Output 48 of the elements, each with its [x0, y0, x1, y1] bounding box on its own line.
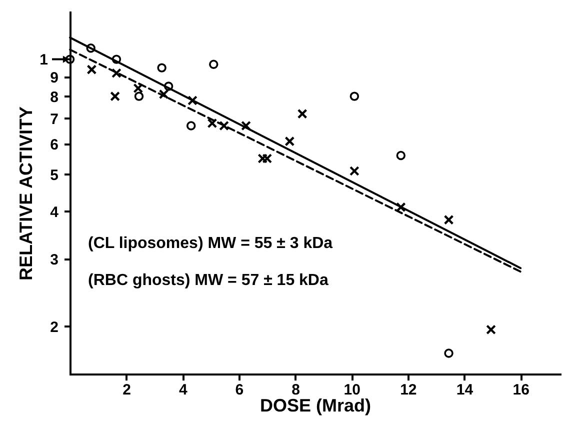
- point: [262, 154, 272, 164]
- point: [444, 348, 454, 358]
- point: [111, 68, 122, 78]
- point: [219, 120, 230, 131]
- point: [134, 92, 144, 101]
- point: [284, 136, 295, 146]
- point: [207, 118, 218, 128]
- x-tick-label: 16: [512, 382, 530, 398]
- point: [258, 154, 268, 164]
- point: [396, 202, 406, 212]
- point: [133, 83, 144, 94]
- point: [86, 64, 97, 75]
- y-tick-label: 3: [50, 252, 58, 269]
- annotation: (CL liposomes) MW = 55 ± 3 kDa: [88, 235, 333, 252]
- annotation: 1: [40, 51, 48, 68]
- point: [444, 214, 454, 225]
- point: [188, 96, 198, 106]
- x-tick-label: 14: [456, 382, 474, 398]
- point: [486, 324, 496, 335]
- y-tick-label: 4: [50, 204, 60, 221]
- y-tick-label: 5: [50, 166, 58, 184]
- point: [158, 89, 169, 100]
- point: [396, 150, 406, 160]
- point: [186, 121, 196, 130]
- x-axis-title: DOSE (Mrad): [260, 396, 372, 416]
- point: [209, 60, 218, 69]
- point: [349, 166, 360, 176]
- y-tick-label: 6: [50, 136, 58, 154]
- point: [157, 63, 166, 72]
- y-tick-label: 2: [50, 318, 58, 336]
- x-tick-label: 8: [292, 382, 300, 398]
- x-tick-label: 4: [178, 382, 188, 398]
- y-tick-label: 9: [50, 69, 58, 86]
- y-tick-label: 7: [50, 110, 58, 128]
- y-axis-title: RELATIVE ACTIVITY: [16, 106, 36, 281]
- point: [164, 82, 174, 91]
- x-tick-label: 12: [400, 382, 417, 398]
- point: [241, 120, 251, 131]
- x-tick-label: 2: [122, 382, 131, 398]
- y-tick-label: 8: [50, 88, 58, 106]
- point: [110, 91, 120, 102]
- annotation: (RBC ghosts) MW = 57 ± 15 kDa: [88, 272, 328, 289]
- point: [350, 92, 360, 101]
- x-tick-label: 10: [344, 382, 360, 398]
- point: [86, 43, 96, 53]
- point: [297, 108, 308, 119]
- point: [112, 54, 122, 64]
- x-tick-label: 6: [235, 382, 244, 398]
